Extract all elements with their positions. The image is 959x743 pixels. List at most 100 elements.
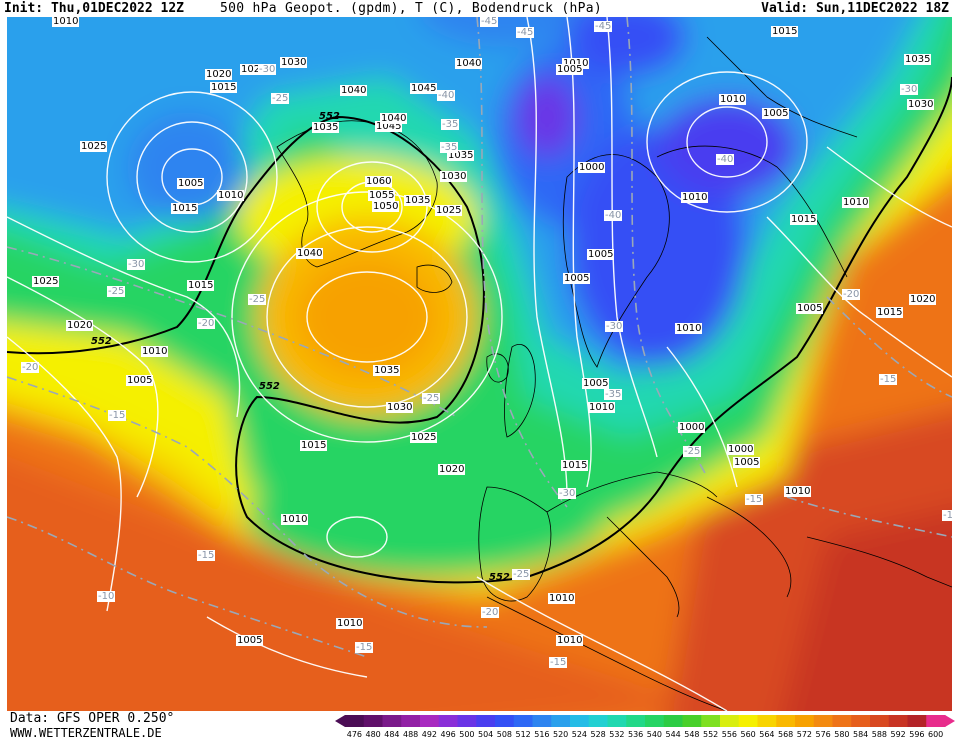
scale-tick-label: 596	[909, 730, 924, 739]
scale-swatch	[645, 715, 665, 727]
scale-tick-label: 476	[347, 730, 362, 739]
scale-tick-label: 600	[928, 730, 943, 739]
isobar-label: 1010	[719, 94, 747, 105]
temp-label: -15	[355, 642, 374, 653]
scale-swatch	[363, 715, 383, 727]
scale-swatch	[926, 715, 946, 727]
temp-label: -15	[108, 410, 127, 421]
height-label: 552	[91, 336, 112, 347]
isobar-label: 1015	[171, 203, 199, 214]
isobar-label: 1000	[727, 444, 755, 455]
scale-tick-label: 544	[665, 730, 680, 739]
scale-left-arrow	[335, 715, 345, 727]
isobar-label: 1040	[340, 85, 368, 96]
scale-tick-label: 580	[834, 730, 849, 739]
temp-label: -45	[516, 27, 535, 38]
isobar-label: 1025	[435, 205, 463, 216]
temp-label: -45	[594, 21, 613, 32]
scale-swatch	[701, 715, 721, 727]
temp-label: -15	[879, 374, 898, 385]
temp-label: -45	[480, 17, 499, 27]
scale-swatch	[870, 715, 890, 727]
scale-swatch	[476, 715, 496, 727]
isobar-label: 1035	[904, 54, 932, 65]
temp-label: -35	[604, 389, 623, 400]
scale-tick-label: 572	[797, 730, 812, 739]
isobar-label: 1015	[771, 26, 799, 37]
temp-label: -25	[271, 93, 290, 104]
isobar-label: 1020	[438, 464, 466, 475]
isobar-label: 1025	[240, 64, 268, 75]
scale-tick-label: 536	[628, 730, 643, 739]
isobar-label: 1000	[678, 422, 706, 433]
scale-swatch	[588, 715, 608, 727]
scale-tick-label: 588	[872, 730, 887, 739]
isobar-label: 1035	[447, 150, 475, 161]
data-source: Data: GFS OPER 0.250°	[10, 711, 175, 726]
isobar-label: 1000	[578, 162, 606, 173]
temp-label: -30	[605, 321, 624, 332]
temp-label: -20	[481, 607, 500, 618]
scale-swatch	[832, 715, 852, 727]
isobar-label: 1020	[205, 69, 233, 80]
isobar-label: 1010	[556, 635, 584, 646]
temp-label: -10	[97, 591, 116, 602]
scale-tick-label: 592	[890, 730, 905, 739]
height-label: 552	[489, 572, 510, 583]
temp-label: -25	[248, 294, 267, 305]
isobar-label: 1025	[32, 276, 60, 287]
isobar-label: 1055	[368, 190, 396, 201]
scale-tick-label: 532	[609, 730, 624, 739]
isobar-label: 1010	[281, 514, 309, 525]
scale-swatch	[682, 715, 702, 727]
scale-swatch	[757, 715, 777, 727]
isobar-label: 1030	[280, 57, 308, 68]
weather-map: 1010 1025 1030 1020 1015 1025 1005 1010 1015 1040…	[7, 17, 952, 711]
isobars	[7, 17, 952, 711]
temp-label: -30	[127, 259, 146, 270]
height-label: 552	[319, 111, 340, 122]
scale-tick-label: 528	[590, 730, 605, 739]
isobar-label: 1005	[587, 249, 615, 260]
temp-label: -25	[107, 286, 126, 297]
isobar-label: 1010	[548, 593, 576, 604]
scale-tick-label: 496	[440, 730, 455, 739]
isobar-label: 1030	[440, 171, 468, 182]
isobar-label: 1015	[876, 307, 904, 318]
isobar-label: 1020	[909, 294, 937, 305]
isobar-label: 1010	[784, 486, 812, 497]
temp-label: -30	[258, 64, 277, 75]
color-scale-bar: 476 480 484 488 492 496 500 504 508 512 516 520 524 5…	[335, 715, 955, 739]
temp-label: -15	[549, 657, 568, 668]
map-header: Init: Thu,01DEC2022 12Z 500 hPa Geopot. …	[0, 0, 959, 17]
isobar-label: 1010	[52, 17, 80, 27]
scale-swatch	[607, 715, 627, 727]
isobar-label: 1020	[66, 320, 94, 331]
isobar-label: 1045	[375, 121, 403, 132]
isobar-label: 1025	[80, 141, 108, 152]
isobar-label: 1015	[561, 460, 589, 471]
scale-swatch	[720, 715, 740, 727]
scale-swatch	[626, 715, 646, 727]
map-labels: 1010 1025 1030 1020 1015 1025 1005 1010 1015 1040…	[7, 17, 952, 711]
scale-swatch	[345, 715, 365, 727]
website-url[interactable]: WWW.WETTERZENTRALE.DE	[10, 726, 162, 740]
isobar-label: 1010	[141, 346, 169, 357]
isobar-label: 1010	[675, 323, 703, 334]
scale-swatch	[851, 715, 871, 727]
isobar-label: 1005	[762, 108, 790, 119]
isobar-label: 1035	[312, 122, 340, 133]
scale-swatch	[532, 715, 552, 727]
isobar-label: 1015	[300, 440, 328, 451]
scale-tick-label: 484	[384, 730, 399, 739]
scale-tick-label: 516	[534, 730, 549, 739]
scale-swatch	[495, 715, 515, 727]
temp-label: -25	[422, 393, 441, 404]
scale-tick-label: 548	[684, 730, 699, 739]
isobar-label: 1005	[563, 273, 591, 284]
scale-swatch	[907, 715, 927, 727]
isobar-label: 1005	[582, 378, 610, 389]
geopotential-color-field	[7, 17, 952, 711]
isobar-label: 1030	[386, 402, 414, 413]
scale-swatch	[738, 715, 758, 727]
